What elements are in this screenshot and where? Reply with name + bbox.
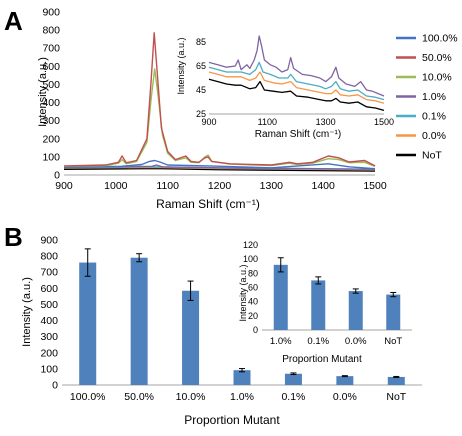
bar-x-tick-label: 1.0% [230, 391, 254, 403]
bar [387, 376, 405, 385]
bar-inset-x-tick-label: 0.1% [307, 336, 329, 347]
bar-inset-x-tick-label: 1.0% [270, 336, 292, 347]
bar-y-tick-label: 700 [40, 267, 58, 279]
spectrum-inset-series-line [208, 61, 385, 101]
spectrum-series-line [63, 167, 376, 172]
spectrum-y-tick-label: 0 [54, 170, 60, 182]
bar-x-tick-label: 50.0% [124, 391, 154, 403]
spectrum-y-tick-label: 100 [42, 151, 60, 163]
spectrum-y-tick-label: 500 [42, 79, 60, 91]
bar-y-tick-label: 200 [40, 347, 58, 359]
spectrum-series-line [63, 32, 376, 167]
spectrum-inset-background [208, 17, 385, 115]
spectrum-x-tick-label: 900 [55, 180, 73, 192]
spectrum-inset-y-tick-label: 65 [196, 61, 206, 71]
bar-x-tick-label: 10.0% [176, 391, 206, 403]
spectrum-series-line [63, 159, 376, 170]
bar-inset-y-tick-label: 40 [248, 297, 258, 307]
bar-x-axis-label: Proportion Mutant [184, 413, 280, 427]
bar-y-tick-label: 500 [40, 299, 58, 311]
spectrum-x-tick-label: 1500 [363, 180, 387, 192]
bar-x-tick-label: 0.1% [281, 391, 305, 403]
bar-inset-x-tick-label: 0.0% [345, 336, 367, 347]
bar-y-tick-label: 0 [52, 380, 58, 392]
spectrum-x-tick-label: 1200 [208, 180, 232, 192]
spectrum-inset-y-tick-label: 85 [196, 37, 206, 47]
bar-y-tick-label: 900 [40, 235, 58, 247]
spectrum-y-tick-label: 300 [42, 115, 60, 127]
bar-inset-bar [386, 294, 401, 330]
bar-x-tick-label: 100.0% [70, 391, 106, 403]
spectrum-y-tick-label: 900 [42, 7, 60, 19]
spectrum-inset-y-axis-label: Intensity (a.u.) [176, 37, 186, 94]
spectrum-inset-series-line [208, 78, 385, 112]
bar-inset-x-tick-label: NoT [384, 336, 402, 347]
bar-inset-y-tick-label: 20 [248, 311, 258, 321]
bar [284, 373, 302, 385]
bar-inset-x-axis-label: Proportion Mutant [282, 354, 362, 365]
spectrum-inset-x-axis-label: Raman Shift (cm⁻¹) [255, 129, 341, 140]
legend-label: 1.0% [422, 91, 446, 103]
spectrum-x-tick-label: 1100 [156, 180, 179, 192]
spectrum-series-line [63, 68, 376, 167]
spectrum-y-tick-label: 800 [42, 25, 60, 37]
spectrum-y-tick-label: 400 [42, 97, 60, 109]
bar-y-tick-label: 300 [40, 331, 58, 343]
spectrum-x-tick-label: 1000 [104, 180, 128, 192]
spectrum-y-tick-label: 700 [42, 43, 60, 55]
bar [233, 370, 251, 385]
spectrum-series-line [63, 164, 376, 170]
spectrum-inset-x-tick-label: 1100 [258, 117, 277, 127]
bar-y-axis-label: Intensity (a.u.) [21, 277, 33, 347]
spectrum-inset-x-tick-label: 1300 [316, 117, 336, 127]
bar [130, 257, 148, 385]
legend-label: 0.0% [422, 130, 446, 142]
spectrum-x-axis-label: Raman Shift (cm⁻¹) [156, 197, 260, 211]
legend-label: 100.0% [422, 33, 458, 45]
legend-label: 10.0% [422, 72, 452, 84]
spectrum-x-tick-label: 1400 [311, 180, 335, 192]
bar-inset-y-tick-label: 0 [253, 325, 258, 335]
bar-y-tick-label: 100 [40, 363, 58, 375]
legend-label: NoT [422, 150, 442, 162]
bar-inset-y-tick-label: 80 [248, 268, 258, 278]
legend-label: 0.1% [422, 111, 446, 123]
bar [182, 290, 200, 385]
bar-y-tick-label: 600 [40, 283, 58, 295]
bar [336, 376, 354, 385]
bar-y-tick-label: 400 [40, 315, 58, 327]
bar-inset-y-tick-label: 100 [243, 254, 258, 264]
bar-inset-y-axis-label: Intensity (a.u.) [238, 264, 248, 321]
panel-b-label: B [4, 222, 23, 252]
legend-label: 50.0% [422, 52, 452, 64]
bar-inset-bar [311, 280, 326, 330]
spectrum-inset-x-tick-label: 900 [201, 117, 216, 127]
spectrum-y-axis-label: Intensity (a.u.) [37, 57, 49, 127]
spectrum-inset-y-tick-label: 45 [196, 85, 206, 95]
bar-x-tick-label: NoT [386, 391, 406, 403]
bar-inset-y-tick-label: 120 [243, 240, 258, 250]
spectrum-x-tick-label: 1300 [260, 180, 284, 192]
bar [79, 262, 97, 385]
spectrum-y-tick-label: 200 [42, 133, 60, 145]
spectrum-inset-series-line [208, 35, 385, 97]
spectrum-inset-y-tick-label: 25 [196, 109, 206, 119]
spectrum-inset-x-tick-label: 1500 [374, 117, 394, 127]
spectrum-inset-series-line [208, 71, 385, 104]
bar-inset-y-tick-label: 60 [248, 283, 258, 293]
bar-x-tick-label: 0.0% [333, 391, 357, 403]
bar-inset-bar [348, 291, 363, 330]
bar-y-tick-label: 800 [40, 251, 58, 263]
bar-inset-bar [273, 264, 288, 330]
spectrum-y-tick-label: 600 [42, 61, 60, 73]
panel-a-label: A [4, 6, 23, 36]
